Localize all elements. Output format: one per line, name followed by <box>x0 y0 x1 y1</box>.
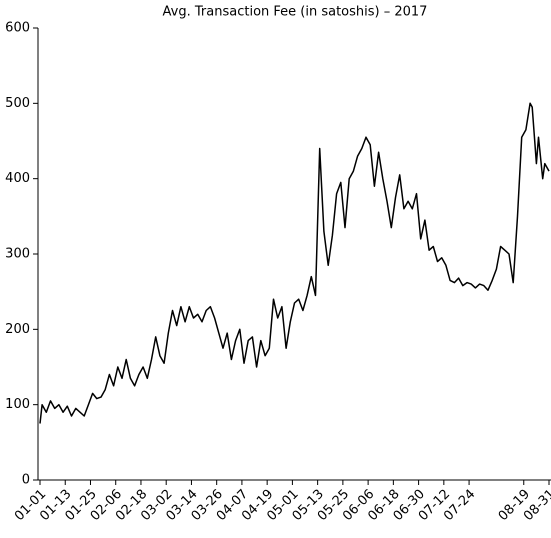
y-tick-label: 100 <box>5 397 30 412</box>
y-tick-label: 600 <box>5 21 30 36</box>
chart-title: Avg. Transaction Fee (in satoshis) – 201… <box>163 5 428 20</box>
y-tick-label: 400 <box>5 171 30 186</box>
y-tick-label: 0 <box>22 473 30 488</box>
y-tick-label: 300 <box>5 247 30 262</box>
data-line <box>39 102 550 424</box>
y-tick-label: 500 <box>5 96 30 111</box>
y-tick-label: 200 <box>5 322 30 337</box>
